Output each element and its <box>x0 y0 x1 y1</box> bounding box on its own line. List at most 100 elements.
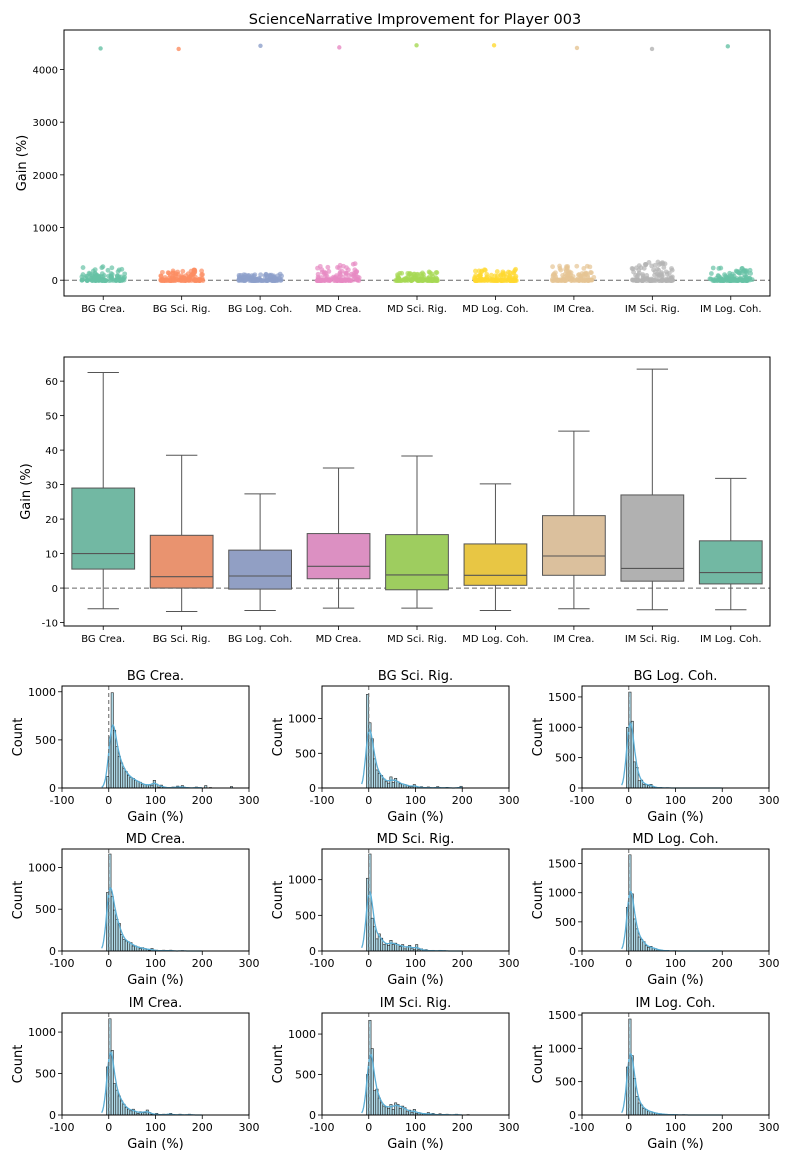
histogram-bar <box>644 945 648 952</box>
strip-point <box>492 273 498 279</box>
strip-point <box>478 276 484 282</box>
strip-xtick-label: MD Crea. <box>316 304 362 315</box>
strip-point <box>319 269 325 275</box>
strip-xtick-label: IM Crea. <box>553 304 594 315</box>
histogram-ytick-label: 0 <box>309 782 316 795</box>
strip-ytick-label: 0 <box>52 276 58 287</box>
box-ytick-label: 50 <box>45 412 58 423</box>
strip-point <box>434 276 440 282</box>
strip-point <box>638 265 644 271</box>
box-xtick-label: MD Sci. Rig. <box>387 634 447 645</box>
strip-point <box>658 271 664 277</box>
strip-point <box>640 273 646 279</box>
histogram-xtick-label: 0 <box>105 1121 112 1134</box>
strip-point <box>587 264 593 270</box>
histogram-bar <box>124 1107 128 1116</box>
histogram-ytick-label: 0 <box>569 945 576 958</box>
histogram-bar <box>382 1105 386 1116</box>
strip-point <box>716 273 722 279</box>
histogram-ytick-label: 1000 <box>548 721 576 734</box>
histogram-ylabel: Count <box>531 1045 546 1084</box>
histogram-bar <box>391 944 395 952</box>
figure-title: ScienceNarrative Improvement for Player … <box>249 12 581 28</box>
histogram-xtick-label: 300 <box>239 957 260 970</box>
histogram-ytick-label: 500 <box>35 1068 56 1081</box>
strip-point <box>409 278 414 284</box>
histogram-bar <box>387 782 391 789</box>
histogram-bar <box>113 729 117 789</box>
strip-point <box>501 278 507 284</box>
histogram-bar <box>375 769 379 789</box>
strip-point <box>634 265 639 271</box>
histogram-ytick-label: 0 <box>309 945 316 958</box>
histogram-ylabel: Count <box>11 718 26 757</box>
strip-point <box>122 271 128 277</box>
histogram-xtick-label: 0 <box>365 957 372 970</box>
histogram-bar <box>384 943 388 952</box>
histogram-xtick-label: 300 <box>759 1121 780 1134</box>
strip-point <box>748 271 754 276</box>
box-xtick-label: MD Crea. <box>316 634 362 645</box>
strip-ytick-label: 2000 <box>33 171 58 182</box>
strip-point <box>401 277 407 283</box>
histogram-ytick-label: 1000 <box>548 1042 576 1055</box>
histogram-ylabel: Count <box>271 881 286 920</box>
histogram-xtick-label: 300 <box>239 794 260 807</box>
strip-point <box>634 274 640 280</box>
strip-cluster <box>472 266 519 284</box>
histogram-bar <box>124 940 128 952</box>
strip-point <box>95 277 101 283</box>
histogram-ytick-label: 1000 <box>28 1026 56 1039</box>
histogram-ytick-label: 1500 <box>548 858 576 871</box>
strip-point <box>574 263 580 269</box>
strip-plot-frame <box>63 29 771 297</box>
strip-point <box>119 277 125 283</box>
box-ytick-label: 30 <box>45 481 58 492</box>
histogram-xtick-label: 0 <box>105 957 112 970</box>
strip-ylabel: Gain (%) <box>15 135 30 192</box>
histogram-ylabel: Count <box>531 718 546 757</box>
histogram-bar <box>382 944 386 952</box>
histogram-bar <box>377 773 381 789</box>
strip-point <box>513 278 519 284</box>
box-group <box>698 477 763 611</box>
histogram-bar <box>122 768 126 789</box>
box-group <box>463 483 528 611</box>
box-xtick-label: BG Crea. <box>81 634 125 645</box>
strip-ytick-label: 4000 <box>33 66 58 77</box>
histogram-bar <box>391 1109 395 1116</box>
histogram-bar <box>124 771 128 789</box>
histogram-xtick-label: -100 <box>310 794 335 807</box>
histogram-bar <box>370 917 374 952</box>
box-xtick-label: IM Log. Coh. <box>700 634 762 645</box>
histogram-xtick-label: 100 <box>405 957 426 970</box>
histogram-ytick-label: 500 <box>35 903 56 916</box>
histogram-bar <box>642 1108 646 1116</box>
histogram-title: BG Sci. Rig. <box>378 669 453 684</box>
strip-point <box>565 277 571 283</box>
strip-point <box>476 268 482 274</box>
histogram-ytick-label: 0 <box>309 1109 316 1122</box>
histogram-xtick-label: 200 <box>192 957 213 970</box>
histogram-xlabel: Gain (%) <box>387 1137 444 1152</box>
histogram-xtick-label: 0 <box>625 957 632 970</box>
strip-point <box>268 273 273 279</box>
strip-point <box>341 263 346 269</box>
strip-point <box>354 277 360 282</box>
strip-point <box>343 277 348 283</box>
strip-point <box>343 270 348 276</box>
strip-point <box>100 264 106 270</box>
strip-outlier-point <box>98 46 103 51</box>
strip-point <box>644 278 650 284</box>
strip-ytick-label: 1000 <box>33 224 58 235</box>
histogram-xtick-label: 200 <box>452 794 473 807</box>
histogram-xlabel: Gain (%) <box>647 810 704 825</box>
histogram-ytick-label: 1000 <box>288 874 316 887</box>
histogram-xtick-label: 200 <box>192 794 213 807</box>
strip-point <box>199 272 205 278</box>
histogram-ytick-label: 500 <box>555 752 576 765</box>
histogram-ytick-label: 500 <box>555 1076 576 1089</box>
histogram-title: MD Sci. Rig. <box>377 832 455 847</box>
